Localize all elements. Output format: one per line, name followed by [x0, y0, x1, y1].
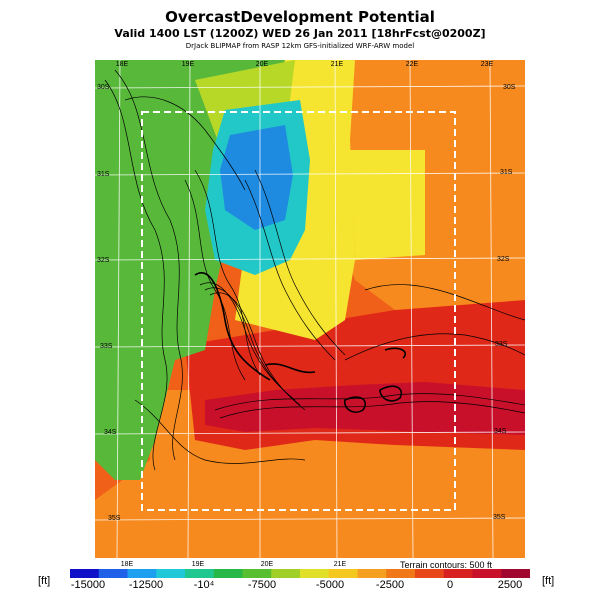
lat-label-left: 35S: [108, 515, 121, 522]
lon-label-bottom: 20E: [260, 561, 274, 568]
colorbar-swatch: [300, 569, 330, 578]
light-green-patch: [100, 350, 140, 430]
graticule: [95, 60, 525, 558]
yellow-box: [350, 150, 425, 260]
lat-label-left: 30S: [97, 84, 110, 91]
colorbar-tick: -15000: [70, 579, 106, 591]
terrain-contour-note: Terrain contours: 500 ft: [400, 560, 493, 570]
colorbar-tick: -12500: [128, 579, 164, 591]
lat-label-right: 31S: [500, 169, 513, 176]
colorbar-swatch: [213, 569, 243, 578]
colorbar-swatch: [415, 569, 445, 578]
lat-label-left: 32S: [97, 257, 110, 264]
lon-label-top: 23E: [480, 61, 494, 68]
colorbar-unit-right: [ft]: [542, 575, 555, 587]
colorbar-tick: -10⁴: [193, 579, 215, 591]
lon-label-top: 22E: [405, 61, 419, 68]
colorbar-swatch: [127, 569, 157, 578]
lat-label-left: 31S: [97, 171, 110, 178]
colorbar-tick: 0: [446, 579, 454, 591]
colorbar-swatch: [70, 569, 100, 578]
lat-label-right: 32S: [497, 256, 510, 263]
blue-core: [220, 125, 293, 230]
lon-label-bottom: 21E: [333, 561, 347, 568]
dark-red-core: [205, 382, 525, 435]
forecast-map: [95, 60, 525, 558]
lon-label-bottom: 19E: [191, 561, 205, 568]
valid-time-subtitle: Valid 1400 LST (1200Z) WED 26 Jan 2011 […: [114, 27, 486, 40]
colorbar-swatch: [185, 569, 215, 578]
chart-title: OvercastDevelopment Potential: [165, 8, 435, 26]
colorbar-swatch: [357, 569, 387, 578]
lat-label-right: 30S: [503, 84, 516, 91]
colorbar-swatch: [472, 569, 502, 578]
colorbar-swatch: [328, 569, 358, 578]
lat-label-right: 33S: [495, 341, 508, 348]
lat-label-right: 34S: [494, 428, 507, 435]
colorbar-swatch: [156, 569, 186, 578]
colorbar-tick: 2500: [497, 579, 523, 591]
forecast-domain-box: [141, 111, 456, 511]
colorbar-swatch: [271, 569, 301, 578]
colorbar-tick: -5000: [315, 579, 345, 591]
terrain-contours-bold: [194, 272, 407, 413]
colorbar-tick: -7500: [247, 579, 277, 591]
colorbar-swatch: [242, 569, 272, 578]
colorbar-swatch: [443, 569, 473, 578]
colorbar-tick: -2500: [375, 579, 405, 591]
colorbar-swatch: [98, 569, 128, 578]
colorbar-swatch: [386, 569, 416, 578]
lat-label-left: 34S: [104, 429, 117, 436]
lat-label-left: 33S: [100, 343, 113, 350]
lon-label-top: 20E: [255, 61, 269, 68]
colorbar-unit-left: [ft]: [38, 575, 51, 587]
colorbar: [70, 569, 530, 578]
colorbar-swatch: [501, 569, 530, 578]
lon-label-bottom: 18E: [120, 561, 134, 568]
lat-label-right: 35S: [493, 514, 506, 521]
lon-label-top: 18E: [115, 61, 129, 68]
lon-label-top: 19E: [181, 61, 195, 68]
lon-label-top: 21E: [330, 61, 344, 68]
model-credit: DrJack BLIPMAP from RASP 12km GFS-initia…: [185, 42, 415, 50]
